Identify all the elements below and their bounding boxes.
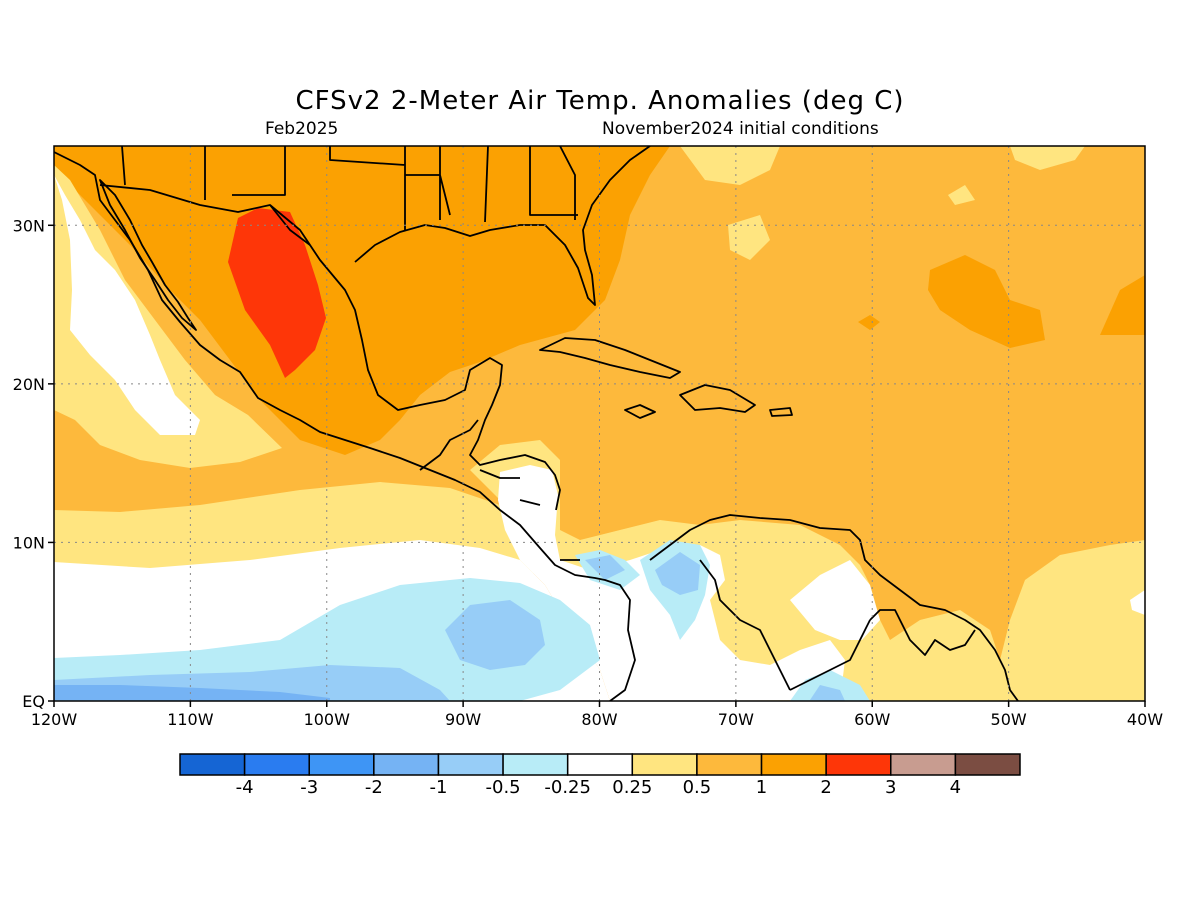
- lon-tick-label: 50W: [991, 710, 1027, 729]
- colorbar: -4 -3 -2 -1 -0.5 -0.25 0.25 0.5 1 2 3 4: [179, 753, 1021, 798]
- field-0-25-to-0-5-amazon: [955, 640, 1000, 701]
- lon-tick-label: 80W: [581, 710, 617, 729]
- lon-tick-label: 90W: [445, 710, 481, 729]
- graticule: [54, 146, 1145, 701]
- anomaly-fields: [54, 146, 1145, 701]
- colorbar-label: 4: [950, 777, 961, 798]
- lat-tick-label: 20N: [13, 375, 45, 394]
- colorbar-label: -1: [429, 777, 447, 798]
- colorbar-label: -0.5: [486, 777, 521, 798]
- colorbar-label: 0.5: [683, 777, 712, 798]
- longitude-axis: 120W 110W 100W 90W 80W 70W 60W 50W 40W: [31, 701, 1163, 729]
- colorbar-swatch: [696, 753, 763, 776]
- field-1-to-2-atlantic: [928, 255, 1045, 348]
- field-near-zero-east: [1130, 590, 1145, 615]
- border-us-mexico: [99, 184, 311, 246]
- initial-conditions-label: November2024 initial conditions: [602, 119, 879, 139]
- colorbar-swatch: [373, 753, 440, 776]
- colorbar-label: 2: [820, 777, 831, 798]
- coastline-baja: [99, 179, 197, 331]
- coastline-gulf-north: [354, 146, 651, 306]
- colorbar-swatch: [825, 753, 892, 776]
- field-neg-0-25-to-0-5-south: [790, 670, 870, 701]
- colorbar-label: -2: [365, 777, 383, 798]
- lon-tick-label: 70W: [718, 710, 754, 729]
- field-0-25-to-0-5-north-atl: [680, 146, 780, 185]
- field-neg-0-5-to-1-colombia: [655, 552, 700, 595]
- field-near-zero-pacific: [54, 175, 200, 435]
- lon-tick-label: 40W: [1127, 710, 1163, 729]
- field-1-to-2-mexico-gulf: [54, 146, 670, 455]
- colorbar-swatch: [502, 753, 569, 776]
- colorbar-swatch: [437, 753, 504, 776]
- field-0-25-to-0-5-ne: [1010, 146, 1085, 170]
- border-guyana: [869, 609, 976, 656]
- field-0-25-to-0-5-mid: [728, 215, 770, 260]
- field-0-25-to-0-5-small: [948, 185, 975, 205]
- colorbar-label: 0.25: [612, 777, 652, 798]
- colorbar-swatch: [243, 753, 310, 776]
- coastline-jamaica: [624, 404, 656, 419]
- colorbar-swatch: [631, 753, 698, 776]
- colorbar-swatch: [179, 753, 246, 776]
- border-central-america: [419, 419, 580, 561]
- colorbar-label: 3: [885, 777, 896, 798]
- coastline-puerto-rico: [769, 407, 793, 417]
- field-neg-0-5-to-1-blob: [445, 600, 545, 670]
- lon-tick-label: 60W: [854, 710, 890, 729]
- colorbar-swatch: [954, 753, 1021, 776]
- colorbar-label: 1: [756, 777, 767, 798]
- border-colombia-venezuela: [699, 559, 791, 691]
- field-0-25-to-0-5-pacific: [54, 165, 282, 468]
- colorbar-swatch: [760, 753, 827, 776]
- field-1-to-2-small: [858, 315, 880, 330]
- lat-tick-label: 10N: [13, 533, 45, 552]
- lat-tick-label: 30N: [13, 216, 45, 235]
- colorbar-swatch: [890, 753, 957, 776]
- field-0-25-to-0-5-east: [1000, 540, 1145, 701]
- colorbar-swatch: [308, 753, 375, 776]
- colorbar-label: -3: [300, 777, 318, 798]
- field-2-to-3-hotspot: [228, 208, 326, 378]
- field-neg-0-5-to-1-panama: [585, 555, 625, 580]
- coastlines: [54, 146, 1019, 701]
- lon-tick-label: 100W: [304, 710, 351, 729]
- lon-tick-label: 120W: [31, 710, 78, 729]
- forecast-month-label: Feb2025: [265, 119, 339, 139]
- coastline-south-america-north: [649, 514, 1019, 701]
- border-us-states: [121, 146, 578, 230]
- border-venezuela-brazil: [789, 619, 871, 691]
- coastline-gulf-mexico: [269, 204, 561, 511]
- field-1-to-2-east: [1100, 275, 1145, 335]
- colorbar-label: -4: [236, 777, 254, 798]
- map-title: CFSv2 2-Meter Air Temp. Anomalies (deg C…: [295, 86, 905, 116]
- coastline-cuba: [539, 337, 681, 379]
- latitude-axis: EQ 10N 20N 30N: [13, 216, 54, 711]
- field-0-25-to-0-5-central-am: [470, 440, 1020, 701]
- field-neg-1-to-2: [54, 685, 330, 701]
- lat-tick-label: EQ: [22, 692, 45, 711]
- colorbar-swatch: [566, 753, 634, 776]
- colorbar-label: -0.25: [544, 777, 591, 798]
- field-neg-0-5-to-1-south: [810, 685, 845, 701]
- coastline-hispaniola: [679, 384, 756, 413]
- lon-tick-label: 110W: [167, 710, 214, 729]
- field-near-zero-south: [790, 560, 880, 640]
